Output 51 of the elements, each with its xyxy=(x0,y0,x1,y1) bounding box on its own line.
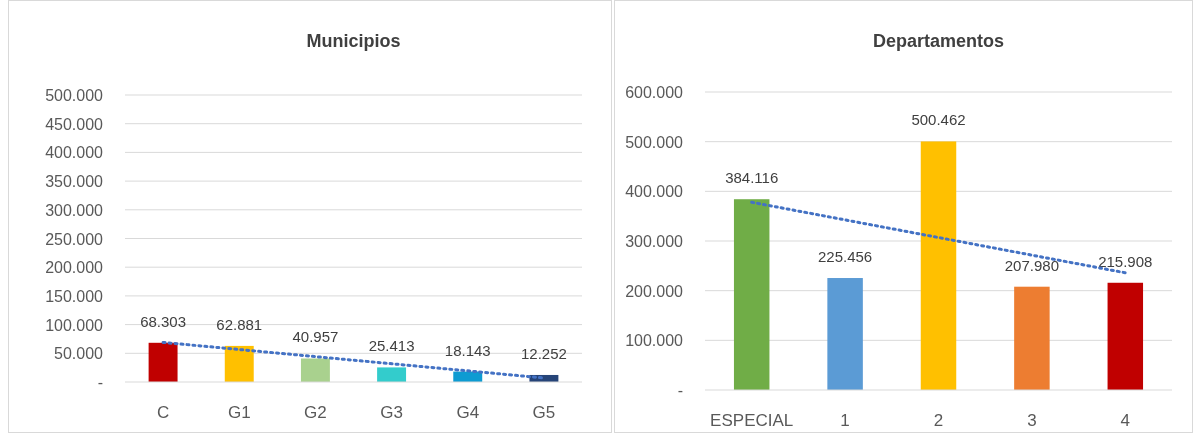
x-tick-label: 2 xyxy=(933,411,944,430)
y-tick-label: 400.000 xyxy=(625,183,684,201)
x-tick-label: G4 xyxy=(456,403,480,422)
data-label: 207.980 xyxy=(1004,256,1060,274)
data-label: 12.252 xyxy=(520,344,567,362)
data-label: 18.143 xyxy=(444,341,491,359)
y-tick-label: 500.000 xyxy=(45,87,104,104)
bar xyxy=(300,358,330,382)
y-tick-label: 50.000 xyxy=(54,345,104,363)
y-tick-label: - xyxy=(97,374,103,391)
x-tick-label: 4 xyxy=(1120,411,1131,430)
x-tick-label: G1 xyxy=(227,403,251,422)
bar xyxy=(1107,282,1144,390)
y-tick-label: 350.000 xyxy=(45,173,104,191)
x-tick-label: C xyxy=(156,403,170,422)
y-tick-label: 150.000 xyxy=(45,287,104,305)
bar xyxy=(148,342,178,382)
data-label: 62.881 xyxy=(216,315,263,333)
data-label: 500.462 xyxy=(911,111,966,129)
data-label: 68.303 xyxy=(140,312,187,330)
data-label: 384.116 xyxy=(725,169,779,187)
y-tick-label: 250.000 xyxy=(45,230,104,248)
x-tick-label: G2 xyxy=(304,403,327,422)
y-tick-label: 100.000 xyxy=(625,332,684,350)
data-label: 225.456 xyxy=(817,248,873,266)
y-tick-label: 300.000 xyxy=(45,201,104,219)
chart-title: Departamentos xyxy=(872,31,1005,51)
x-tick-label: G5 xyxy=(532,403,556,422)
bar xyxy=(1014,286,1050,390)
y-tick-label: 450.000 xyxy=(45,115,104,133)
x-tick-label: 1 xyxy=(840,411,850,430)
data-label: 40.957 xyxy=(292,328,339,346)
y-tick-label: 100.000 xyxy=(45,316,104,334)
chart-title: Municipios xyxy=(306,31,401,51)
y-tick-label: - xyxy=(677,382,683,399)
x-tick-label: 3 xyxy=(1027,411,1037,430)
bar xyxy=(377,367,407,382)
x-tick-label: ESPECIAL xyxy=(710,411,794,430)
y-tick-label: 500.000 xyxy=(625,133,684,151)
y-tick-label: 200.000 xyxy=(45,259,104,277)
bar xyxy=(920,141,957,390)
y-tick-label: 300.000 xyxy=(625,233,684,250)
y-tick-label: 200.000 xyxy=(625,282,684,300)
data-label: 25.413 xyxy=(368,337,415,355)
y-tick-label: 600.000 xyxy=(625,84,684,101)
y-tick-label: 400.000 xyxy=(45,144,104,162)
data-label: 215.908 xyxy=(1098,252,1153,270)
bar xyxy=(733,199,770,390)
bar xyxy=(827,278,863,390)
bar xyxy=(224,345,254,382)
x-tick-label: G3 xyxy=(380,403,403,422)
